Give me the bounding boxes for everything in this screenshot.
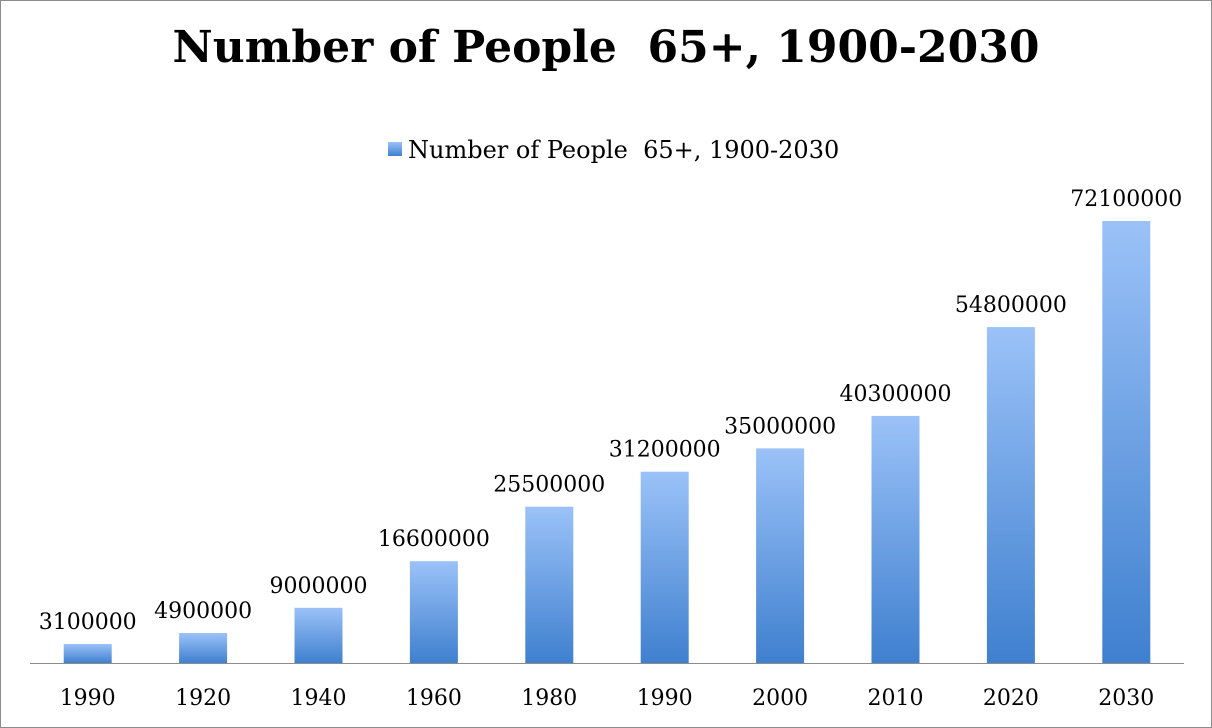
data-label-1: 4900000 <box>154 599 252 624</box>
bar-8 <box>986 327 1035 663</box>
bar-1 <box>179 633 228 663</box>
legend-swatch <box>388 142 402 156</box>
bar-7 <box>871 415 920 663</box>
data-label-4: 25500000 <box>493 473 605 498</box>
data-label-5: 31200000 <box>609 438 721 463</box>
x-tick-label-3: 1960 <box>406 686 462 711</box>
x-tick-label-5: 1990 <box>637 686 693 711</box>
chart-title: Number of People 65+, 1900-2030 <box>172 22 1040 73</box>
bar-6 <box>756 448 805 663</box>
x-tick-label-7: 2010 <box>868 686 924 711</box>
chart-legend: Number of People 65+, 1900-2030 <box>0 108 1212 164</box>
bar-0 <box>63 644 112 663</box>
x-tick-label-9: 2030 <box>1098 686 1154 711</box>
data-label-6: 35000000 <box>724 414 836 439</box>
data-label-2: 9000000 <box>270 574 368 599</box>
data-label-8: 54800000 <box>955 293 1067 318</box>
legend-entry: Number of People 65+, 1900-2030 <box>408 136 840 164</box>
x-tick-label-2: 1940 <box>291 686 347 711</box>
x-tick-label-0: 1990 <box>60 686 116 711</box>
bar-4 <box>525 506 574 663</box>
bar-2 <box>294 607 343 663</box>
x-tick-label-8: 2020 <box>983 686 1039 711</box>
bar-9 <box>1102 221 1151 663</box>
x-tick-label-6: 2000 <box>752 686 808 711</box>
data-label-7: 40300000 <box>840 382 952 407</box>
data-label-0: 3100000 <box>39 610 137 635</box>
x-tick-label-4: 1980 <box>521 686 577 711</box>
bar-series <box>63 221 1151 663</box>
bar-5 <box>640 471 689 663</box>
data-labels: 3100000 4900000 9000000 16600000 25500000312… <box>39 187 1183 635</box>
data-label-9: 72100000 <box>1070 187 1182 212</box>
x-tick-label-1: 1920 <box>175 686 231 711</box>
data-label-3: 16600000 <box>378 527 490 552</box>
x-tick-labels: 1990 1920 1940 1960 1980 1990 2000 2010 2020 2030 <box>60 686 1155 711</box>
bar-3 <box>409 561 458 663</box>
